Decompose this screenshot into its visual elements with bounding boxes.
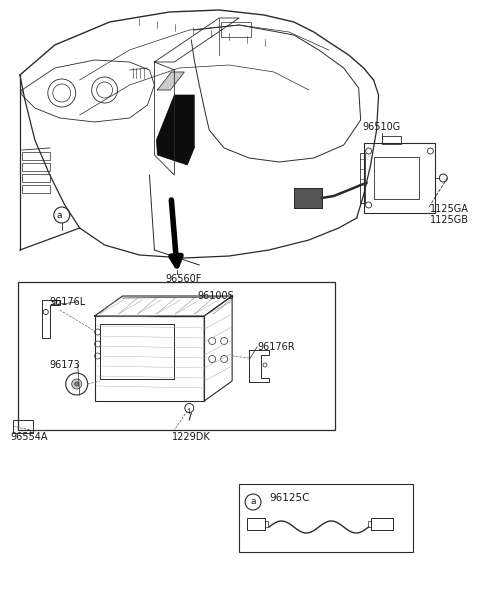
Bar [364, 143, 435, 213]
Bar [22, 185, 50, 193]
Bar [22, 174, 50, 182]
Bar [13, 420, 33, 433]
Text: 1125GB: 1125GB [431, 215, 469, 225]
Text: 96173: 96173 [50, 360, 81, 370]
Text: 96560F: 96560F [166, 274, 202, 284]
Text: 96554A: 96554A [10, 432, 48, 442]
Bar [22, 163, 50, 171]
Text: 96176L: 96176L [50, 297, 86, 307]
Circle shape [75, 382, 79, 386]
Bar [22, 152, 50, 160]
Bar [294, 188, 322, 208]
Bar [360, 153, 365, 203]
Text: 96100S: 96100S [197, 291, 234, 301]
Text: 1229DK: 1229DK [172, 432, 211, 442]
Bar [247, 518, 265, 530]
Text: 96125C: 96125C [269, 493, 310, 503]
Bar [265, 521, 268, 527]
Bar [368, 521, 371, 527]
Text: 96176R: 96176R [257, 342, 295, 352]
Bar [100, 324, 174, 379]
Bar [373, 157, 420, 199]
Text: a: a [56, 210, 61, 219]
Bar [371, 518, 393, 530]
Text: 96510G: 96510G [362, 122, 401, 132]
Polygon shape [156, 95, 194, 165]
Bar [221, 22, 251, 37]
Circle shape [72, 379, 82, 389]
Bar [382, 136, 401, 144]
Polygon shape [157, 72, 184, 90]
Text: a: a [250, 498, 256, 507]
Bar [239, 484, 413, 552]
Text: 1125GA: 1125GA [431, 204, 469, 214]
Bar [294, 188, 322, 208]
Bar [18, 282, 335, 430]
